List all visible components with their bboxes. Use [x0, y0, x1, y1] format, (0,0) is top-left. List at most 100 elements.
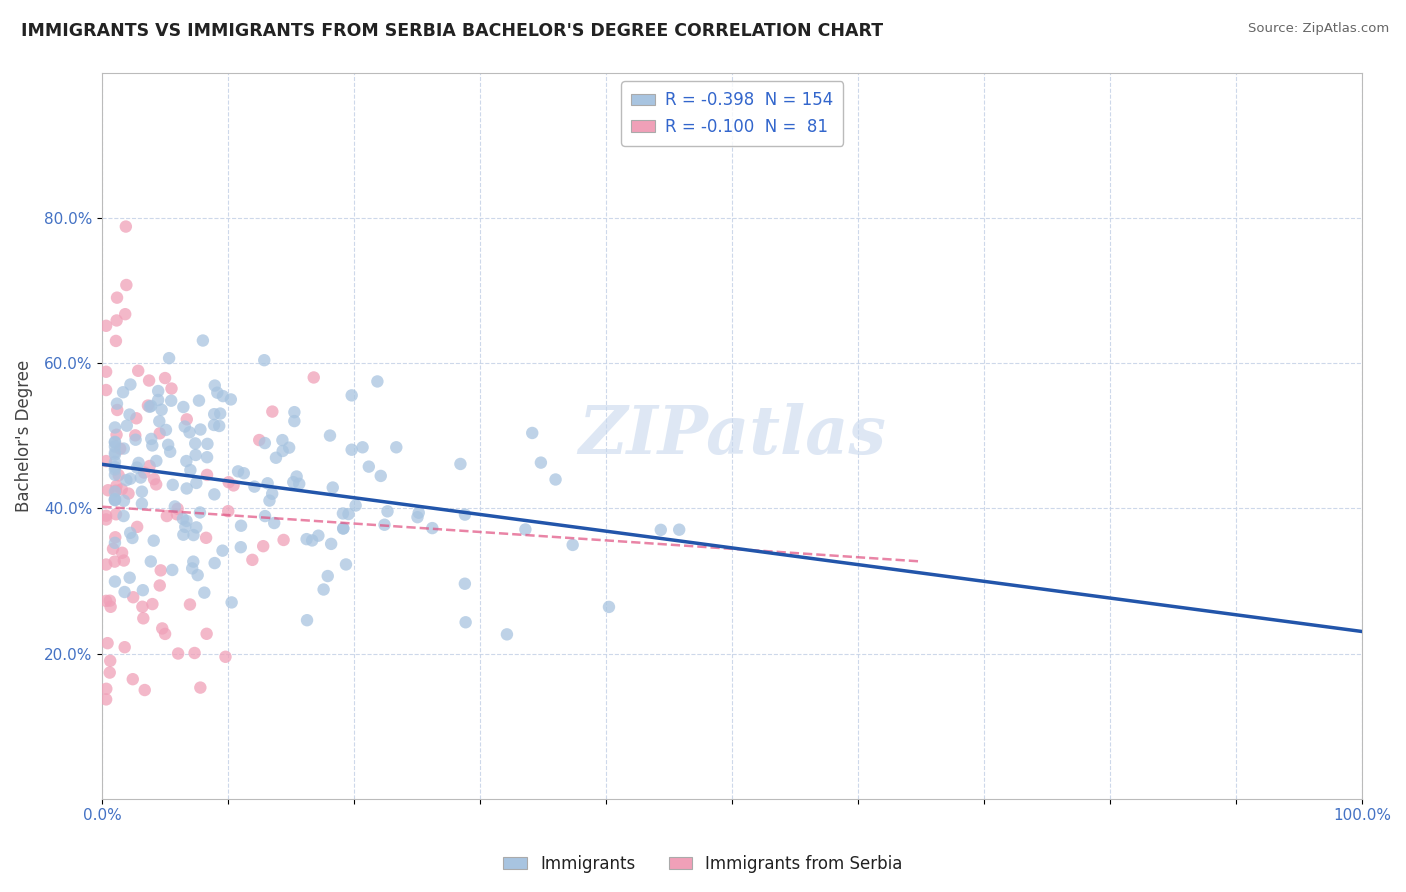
Point: [97, 483, 120, 498]
Point: [193, 585, 215, 599]
Point: [195, 531, 218, 545]
Point: [337, 507, 360, 521]
Point: [172, 512, 194, 526]
Point: [195, 450, 218, 465]
Point: [598, 599, 620, 614]
Point: [112, 442, 135, 456]
Point: [218, 475, 240, 490]
Point: [186, 475, 208, 490]
Point: [129, 470, 152, 484]
Point: [157, 438, 180, 452]
Point: [122, 591, 145, 605]
Point: [283, 475, 305, 490]
Point: [243, 480, 266, 494]
Point: [105, 427, 128, 442]
Point: [373, 517, 395, 532]
Point: [138, 458, 160, 473]
Text: Source: ZipAtlas.com: Source: ZipAtlas.com: [1249, 22, 1389, 36]
Point: [211, 543, 233, 558]
Point: [94, 692, 117, 706]
Point: [332, 521, 354, 535]
Point: [162, 478, 184, 492]
Point: [157, 351, 180, 366]
Point: [454, 508, 477, 522]
Point: [212, 389, 235, 403]
Point: [94, 508, 117, 523]
Point: [167, 647, 190, 661]
Point: [104, 435, 127, 450]
Point: [141, 432, 163, 446]
Point: [131, 497, 153, 511]
Point: [377, 504, 399, 518]
Point: [105, 508, 128, 522]
Point: [112, 509, 135, 524]
Point: [264, 450, 287, 465]
Point: [357, 459, 380, 474]
Point: [332, 522, 354, 536]
Point: [94, 383, 117, 397]
Point: [111, 546, 134, 560]
Point: [105, 397, 128, 411]
Point: [307, 529, 329, 543]
Point: [97, 636, 120, 650]
Point: [262, 487, 284, 501]
Point: [112, 493, 135, 508]
Point: [111, 483, 134, 497]
Point: [181, 555, 204, 569]
Point: [141, 399, 163, 413]
Point: [214, 649, 236, 664]
Point: [104, 492, 127, 507]
Point: [131, 599, 153, 614]
Point: [344, 499, 367, 513]
Point: [285, 469, 308, 483]
Point: [262, 404, 284, 418]
Point: [226, 464, 249, 478]
Point: [174, 520, 197, 534]
Point: [183, 528, 205, 542]
Point: [232, 467, 254, 481]
Point: [278, 441, 301, 455]
Point: [253, 436, 276, 450]
Point: [544, 473, 567, 487]
Point: [561, 538, 583, 552]
Point: [173, 419, 195, 434]
Point: [204, 378, 226, 392]
Text: IMMIGRANTS VS IMMIGRANTS FROM SERBIA BACHELOR'S DEGREE CORRELATION CHART: IMMIGRANTS VS IMMIGRANTS FROM SERBIA BAC…: [21, 22, 883, 40]
Point: [100, 599, 122, 614]
Point: [120, 525, 142, 540]
Point: [319, 428, 342, 442]
Point: [138, 374, 160, 388]
Point: [115, 219, 138, 234]
Point: [283, 405, 305, 419]
Point: [188, 681, 211, 695]
Point: [197, 437, 219, 451]
Point: [94, 365, 117, 379]
Point: [132, 611, 155, 625]
Y-axis label: Bachelor's Degree: Bachelor's Degree: [15, 359, 32, 512]
Point: [114, 640, 136, 655]
Point: [222, 478, 245, 492]
Point: [146, 392, 169, 407]
Legend: R = -0.398  N = 154, R = -0.100  N =  81: R = -0.398 N = 154, R = -0.100 N = 81: [621, 81, 844, 145]
Point: [108, 442, 131, 456]
Point: [153, 371, 176, 385]
Point: [104, 492, 127, 507]
Point: [149, 563, 172, 577]
Point: [191, 334, 214, 348]
Point: [295, 532, 318, 546]
Point: [104, 440, 127, 454]
Point: [115, 418, 138, 433]
Point: [104, 536, 127, 550]
Point: [141, 597, 163, 611]
Point: [131, 484, 153, 499]
Point: [219, 392, 242, 407]
Point: [217, 504, 239, 518]
Point: [159, 444, 181, 458]
Point: [120, 377, 142, 392]
Point: [94, 454, 117, 468]
Point: [254, 509, 277, 524]
Point: [496, 627, 519, 641]
Point: [202, 407, 225, 421]
Point: [176, 514, 198, 528]
Point: [301, 533, 323, 548]
